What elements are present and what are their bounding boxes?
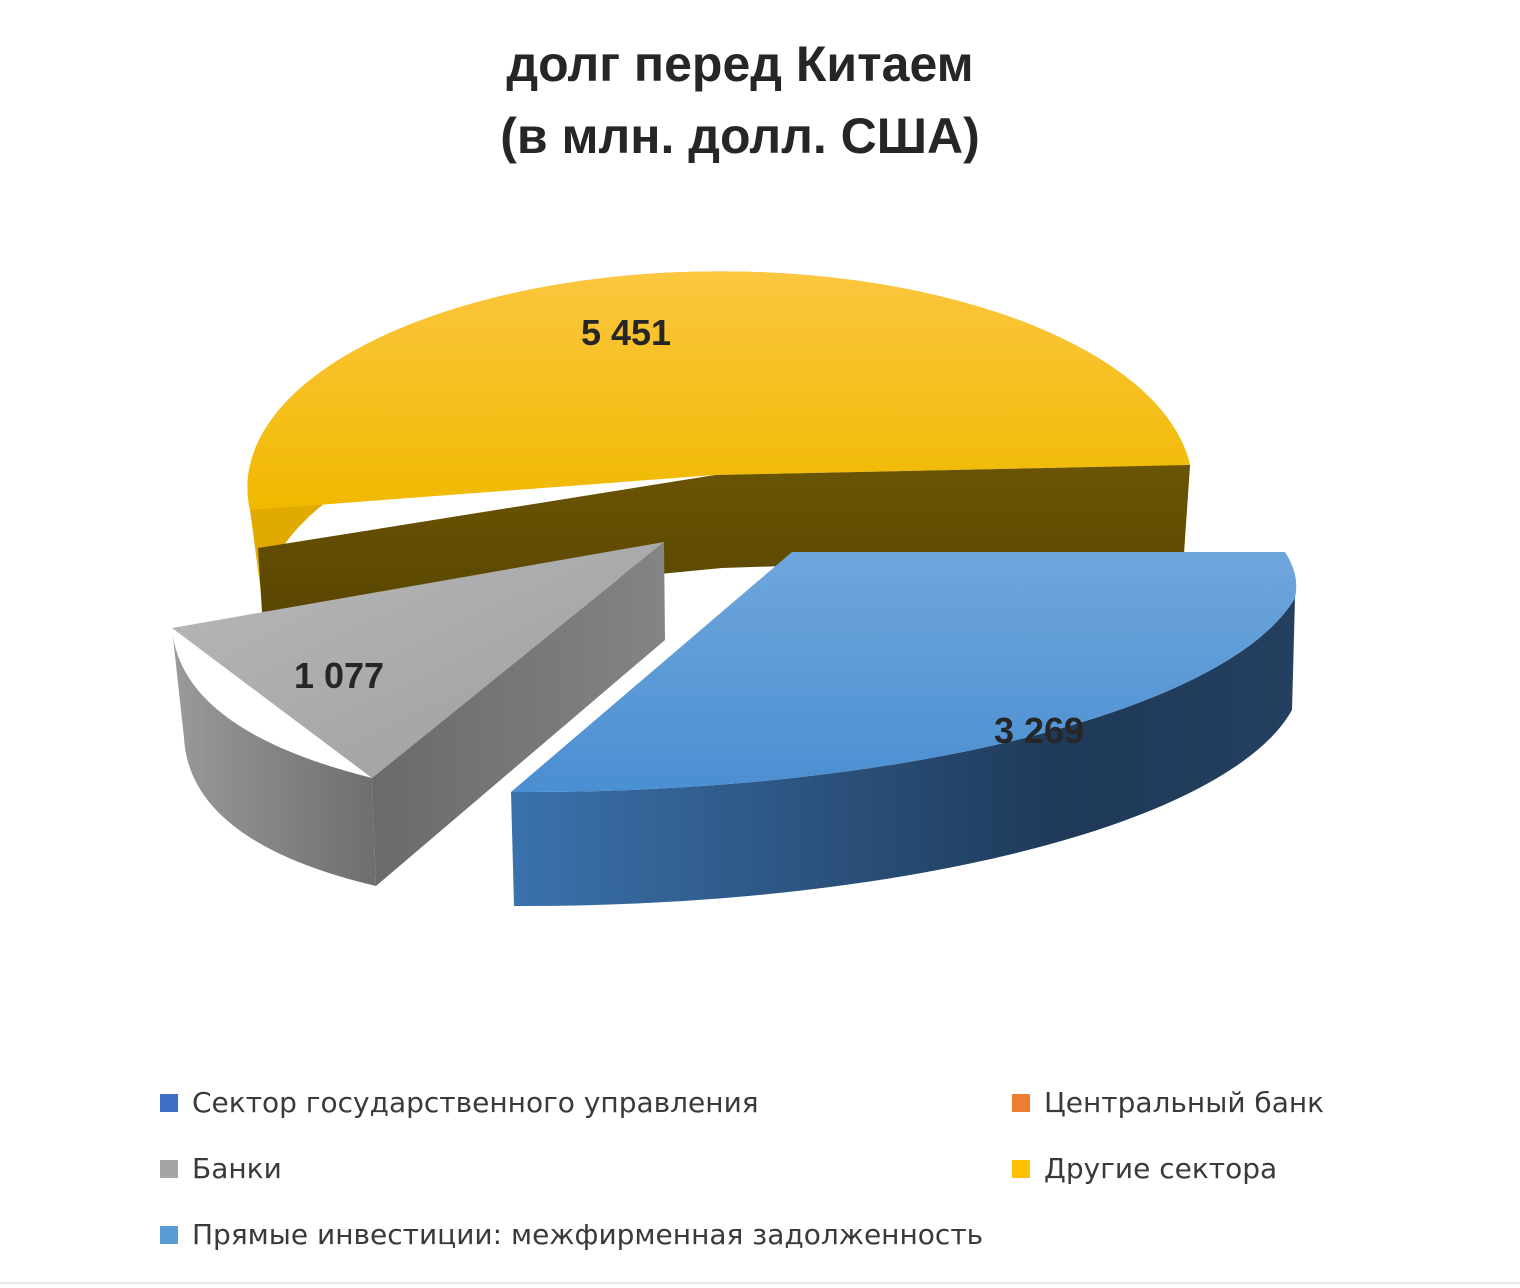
chart-title: долг перед Китаем (в млн. долл. США) <box>0 28 1480 172</box>
legend: Сектор государственного управления Центр… <box>160 1080 1460 1260</box>
bottom-divider <box>0 1282 1520 1284</box>
legend-swatch-central-bank <box>1012 1093 1030 1112</box>
legend-label-direct-investment: Прямые инвестиции: межфирменная задолжен… <box>192 1218 984 1251</box>
slice-direct-investment-side <box>511 598 1295 907</box>
slice-direct-investment-label: 3 269 <box>993 710 1085 751</box>
slice-banks-label: 1 077 <box>293 655 385 696</box>
legend-swatch-government <box>160 1093 178 1112</box>
legend-label-other-sectors: Другие сектора <box>1044 1152 1278 1185</box>
legend-label-central-bank: Центральный банк <box>1044 1086 1325 1119</box>
slice-banks-top <box>172 542 664 778</box>
legend-item-central-bank: Центральный банк <box>1012 1086 1324 1119</box>
slice-banks <box>172 542 665 886</box>
chart-title-line-1: долг перед Китаем <box>506 36 974 92</box>
chart-title-line-2: (в млн. долл. США) <box>500 108 980 164</box>
legend-swatch-other-sectors <box>1012 1159 1030 1178</box>
slice-direct-investment <box>511 552 1297 907</box>
slice-banks-face <box>372 542 665 886</box>
slice-other-sectors-label: 5 451 <box>580 312 672 353</box>
legend-item-banks: Банки <box>160 1152 282 1185</box>
legend-swatch-banks <box>160 1159 178 1178</box>
legend-label-banks: Банки <box>192 1152 282 1185</box>
slice-banks-side <box>172 628 376 886</box>
legend-item-other-sectors: Другие сектора <box>1012 1152 1277 1185</box>
legend-item-government: Сектор государственного управления <box>160 1086 759 1119</box>
legend-swatch-direct-investment <box>160 1225 178 1244</box>
slice-direct-investment-top <box>511 552 1297 793</box>
slice-other-sectors-top <box>247 271 1190 510</box>
legend-label-government: Сектор государственного управления <box>192 1086 759 1119</box>
pie-chart <box>172 271 1297 907</box>
legend-item-direct-investment: Прямые инвестиции: межфирменная задолжен… <box>160 1218 983 1251</box>
